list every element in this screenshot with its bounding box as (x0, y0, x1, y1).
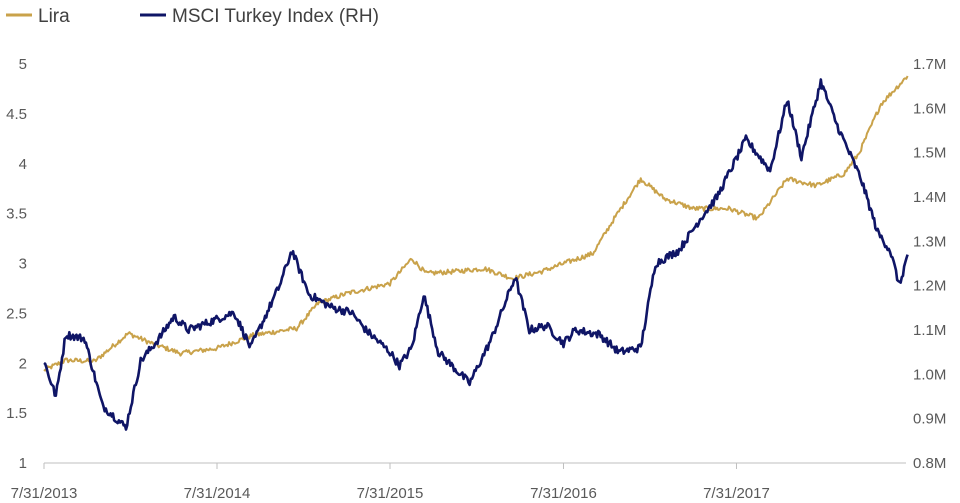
series-line-lira (43, 75, 909, 372)
y-tick-label: 2.5 (6, 305, 27, 322)
y2-tick-label: 1.4M (913, 189, 946, 206)
chart-legend: Lira MSCI Turkey Index (RH) (6, 6, 379, 27)
x-axis-ticks: 7/31/2013 7/31/2014 7/31/2015 7/31/2016 7/31… (11, 463, 770, 502)
legend-label-lira: Lira (38, 6, 70, 27)
x-tick-label: 7/31/2016 (530, 485, 597, 502)
y2-tick-label: 1.2M (913, 278, 946, 295)
y2-tick-label: 1.0M (913, 366, 946, 383)
y-tick-label: 3 (19, 256, 27, 273)
y-tick-label: 5 (19, 56, 27, 73)
y2-tick-label: 1.1M (913, 322, 946, 339)
legend-label-msci: MSCI Turkey Index (RH) (172, 6, 379, 27)
y-tick-label: 4 (19, 156, 27, 173)
y2-tick-label: 1.3M (913, 233, 946, 250)
y2-tick-label: 1.5M (913, 145, 946, 162)
y-tick-label: 1 (19, 455, 27, 472)
x-tick-label: 7/31/2017 (703, 485, 770, 502)
x-tick-label: 7/31/2015 (357, 485, 424, 502)
x-tick-label: 7/31/2014 (184, 485, 251, 502)
series-layer (43, 75, 909, 431)
y-tick-label: 2 (19, 355, 27, 372)
y2-tick-label: 0.8M (913, 455, 946, 472)
y-tick-label: 4.5 (6, 106, 27, 123)
y2-tick-label: 1.6M (913, 100, 946, 117)
series-line-msci-turkey (43, 78, 909, 431)
y2-tick-label: 1.7M (913, 56, 946, 73)
y2-tick-label: 0.9M (913, 411, 946, 428)
y-axis-ticks: 1 1.5 2 2.5 3 3.5 4 4.5 5 (6, 56, 27, 472)
y2-axis-ticks: 0.8M 0.9M 1.0M 1.1M 1.2M 1.3M 1.4M 1.5M 1.6M 1.7M (913, 56, 946, 472)
y-tick-label: 1.5 (6, 405, 27, 422)
x-tick-label: 7/31/2013 (11, 485, 78, 502)
y-tick-label: 3.5 (6, 206, 27, 223)
